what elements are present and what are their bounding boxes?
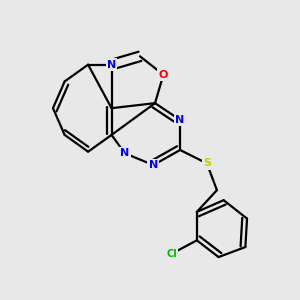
Text: N: N (107, 60, 116, 70)
Text: S: S (203, 158, 211, 168)
Text: N: N (149, 160, 158, 170)
Text: N: N (120, 148, 130, 158)
Text: O: O (159, 70, 168, 80)
Text: N: N (176, 115, 185, 125)
Text: Cl: Cl (167, 249, 177, 259)
